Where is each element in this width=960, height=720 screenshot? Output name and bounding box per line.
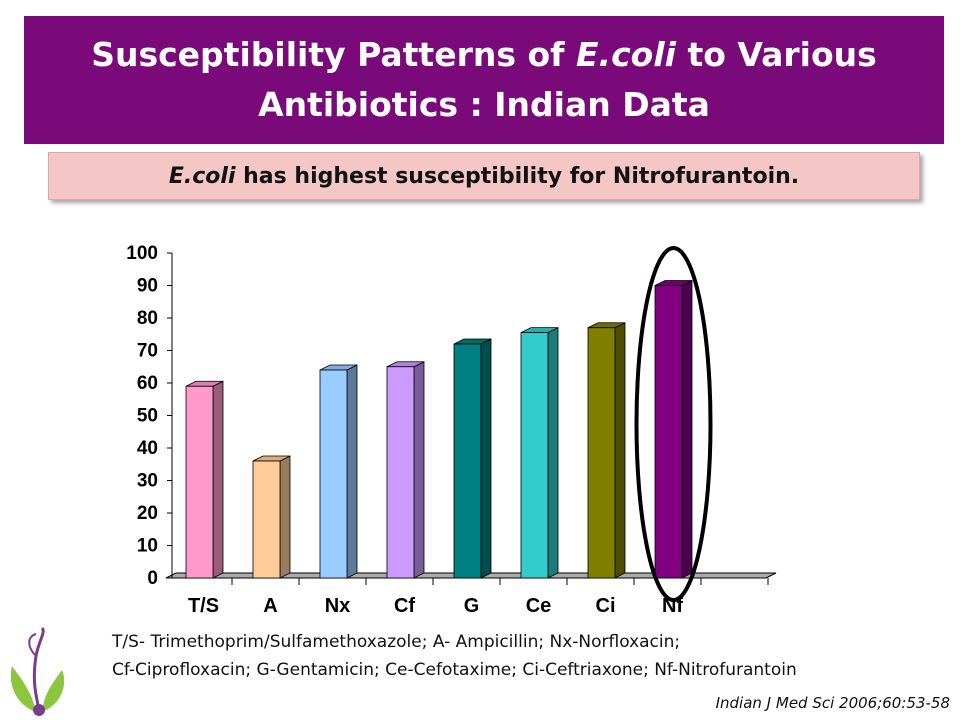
legend-line-1: T/S- Trimethoprim/Sulfamethoxazole; A- A… [112,632,681,652]
slide-title: Susceptibility Patterns of E.coli to Var… [74,30,894,130]
bar-side-Ce [547,326,559,579]
title-part1: Susceptibility Patterns of [91,35,577,74]
bar-Nx [319,369,348,579]
bar-side-Cf [413,361,425,579]
key-message-organism: E.coli [168,163,236,189]
bar-side-Nf [681,279,693,579]
bar-G [453,343,482,579]
y-tick-label: 40 [137,438,158,459]
y-tick-label: 100 [126,243,158,264]
bar-Ce [520,332,549,579]
bar-Ci [587,327,616,579]
bar-A [252,460,281,579]
bar-Nf [654,285,683,579]
y-tick-label: 20 [137,503,158,524]
legend-line-2: Cf-Ciprofloxacin; G-Gentamicin; Ce-Cefot… [112,660,797,680]
y-tick-label: 90 [137,276,158,297]
y-tick-label: 50 [137,406,158,427]
y-tick-label: 80 [137,308,158,329]
x-tick-label: G [464,595,480,617]
y-tick-label: 70 [137,341,158,362]
highlight-ellipse [634,246,713,602]
bar-T/S [185,385,214,579]
key-message-box: E.coli has highest susceptibility for Ni… [48,152,920,200]
y-tick-label: 0 [147,568,158,589]
abbreviation-legend: T/S- Trimethoprim/Sulfamethoxazole; A- A… [112,628,932,684]
x-tick-label: Ce [526,595,552,617]
x-tick-label: Nx [325,595,351,617]
x-tick-label: Cf [394,595,415,617]
bar-side-Ci [614,322,626,579]
x-tick-label: Ci [596,595,616,617]
key-message: E.coli has highest susceptibility for Ni… [169,164,799,189]
bar-side-T/S [212,380,224,579]
bar-side-Nx [346,364,358,579]
title-part2: to Various Antibiotics : Indian Data [258,35,877,124]
leaf-logo-icon [10,626,65,716]
y-tick-label: 60 [137,373,158,394]
title-organism: E.coli [576,35,676,74]
x-tick-label: T/S [188,595,219,617]
citation: Indian J Med Sci 2006;60:53-58 [715,694,950,712]
bar-Cf [386,366,415,579]
bar-side-G [480,338,492,579]
y-tick-label: 30 [137,471,158,492]
key-message-text: has highest susceptibility for Nitrofura… [235,163,800,189]
bar-side-A [279,455,291,579]
title-banner: Susceptibility Patterns of E.coli to Var… [24,16,944,144]
x-tick-label: A [263,595,277,617]
y-tick-label: 10 [137,536,158,557]
